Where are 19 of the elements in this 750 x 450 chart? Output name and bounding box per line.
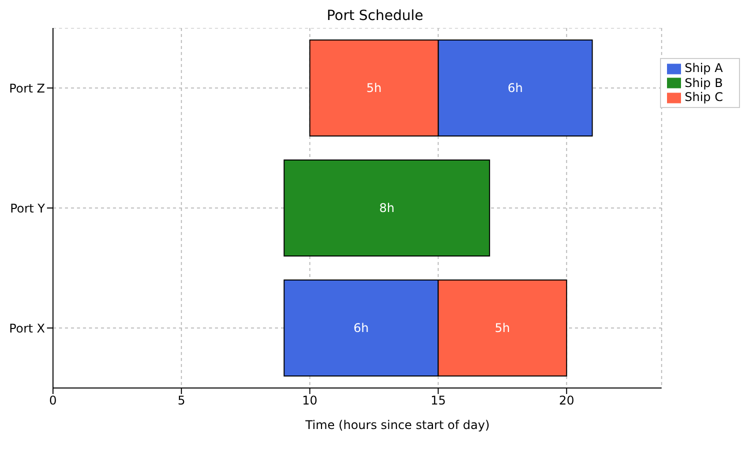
data-label: 5h — [494, 321, 510, 335]
bar — [284, 160, 490, 256]
x-tick-label: 10 — [302, 394, 318, 408]
x-tick-label: 5 — [178, 394, 186, 408]
data-label: 6h — [354, 321, 369, 335]
data-label: 5h — [366, 81, 382, 95]
data-label: 6h — [508, 81, 523, 95]
y-tick-label: Port Z — [9, 81, 45, 96]
legend-label: Ship A — [684, 61, 723, 75]
legend-label: Ship C — [684, 90, 723, 104]
x-tick-label: 0 — [49, 394, 57, 408]
y-tick-label: Port X — [9, 321, 45, 336]
chart-title: Port Schedule — [326, 8, 424, 26]
x-tick-label: 20 — [558, 394, 574, 408]
data-label: 8h — [379, 201, 394, 215]
x-axis-title: Time (hours since start of day) — [304, 418, 491, 432]
legend-label: Ship B — [684, 76, 723, 90]
x-tick-label: 15 — [430, 394, 446, 408]
y-tick-label: Port Y — [10, 201, 46, 216]
